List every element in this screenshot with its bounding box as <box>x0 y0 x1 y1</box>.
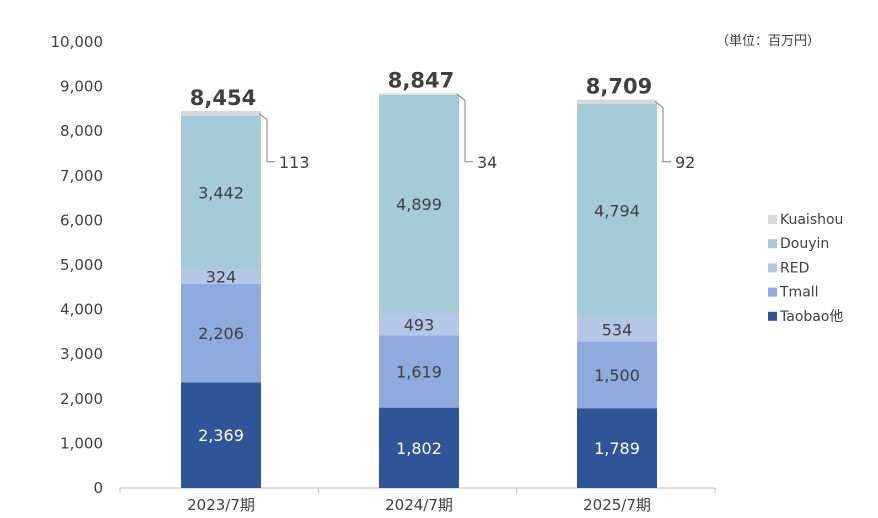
data-label: 1,500 <box>594 366 640 385</box>
bar-segment-taobao <box>577 408 657 488</box>
bar-segment-red <box>181 269 261 284</box>
y-tick-label: 10,000 <box>51 33 104 51</box>
total-label: 8,709 <box>586 75 652 99</box>
legend-swatch <box>768 287 777 297</box>
y-tick-label: 1,000 <box>60 434 103 452</box>
data-label: 2,369 <box>198 426 244 445</box>
x-axis: 2023/7期 2024/7期 2025/7期 <box>119 487 716 514</box>
bar-segment-taobao <box>379 407 459 488</box>
callout-leader-line <box>258 113 275 163</box>
data-label-callout: 34 <box>477 153 497 172</box>
y-tick-label: 6,000 <box>60 211 103 229</box>
data-label: 4,794 <box>594 202 640 221</box>
y-tick-label: 9,000 <box>60 78 103 96</box>
legend: Kuaishou Douyin RED Tmall Taobao他 <box>768 212 843 325</box>
data-label: 1,619 <box>396 363 442 382</box>
y-tick-label: 8,000 <box>60 122 103 140</box>
bar-segment-douyin <box>379 94 459 314</box>
bar-segment-kuaishou <box>379 93 459 95</box>
y-tick-label: 7,000 <box>60 167 103 185</box>
y-tick-label: 0 <box>93 479 103 497</box>
data-label-callout: 92 <box>675 153 695 172</box>
data-label: 4,899 <box>396 195 442 214</box>
total-label: 8,454 <box>190 86 256 110</box>
legend-label: Taobao他 <box>779 309 843 325</box>
legend-swatch <box>768 263 777 273</box>
bar-segment-kuaishou <box>577 99 657 104</box>
data-label: 493 <box>404 315 435 334</box>
x-category-label: 2025/7期 <box>583 496 651 514</box>
x-category-label: 2023/7期 <box>187 496 255 514</box>
data-label: 3,442 <box>198 184 244 203</box>
bar-segment-tmall <box>181 283 261 383</box>
bar-segment-tmall <box>379 335 459 408</box>
data-label: 1,789 <box>594 439 640 458</box>
y-tick-label: 4,000 <box>60 301 103 319</box>
legend-label: Kuaishou <box>780 212 843 228</box>
bar-segment-red <box>379 313 459 336</box>
legend-swatch <box>768 311 777 321</box>
legend-label: RED <box>780 260 809 276</box>
data-label-callout: 113 <box>279 153 310 172</box>
legend-swatch <box>768 239 777 249</box>
y-tick-label: 2,000 <box>60 390 103 408</box>
total-label: 8,847 <box>388 68 454 92</box>
y-tick-label: 3,000 <box>60 345 103 363</box>
bar-segment-taobao <box>181 382 261 488</box>
bars: 2,369 2,206 324 3,442 113 8,454 1,802 1,619 493 4… <box>181 68 695 488</box>
legend-label: Tmall <box>779 285 819 301</box>
data-label: 2,206 <box>198 324 244 343</box>
legend-label: Douyin <box>780 236 829 252</box>
data-label: 534 <box>602 320 633 339</box>
y-tick-label: 5,000 <box>60 256 103 274</box>
bar-segment-douyin <box>577 103 657 318</box>
bar-segment-red <box>577 317 657 342</box>
bar-segment-kuaishou <box>181 110 261 116</box>
data-label: 1,802 <box>396 439 442 458</box>
data-label: 324 <box>206 268 237 287</box>
y-axis: 0 1,000 2,000 3,000 4,000 5,000 6,000 7,000 8,00… <box>51 33 104 497</box>
x-category-label: 2024/7期 <box>385 496 453 514</box>
callout-leader-line <box>456 93 473 163</box>
bar-segment-tmall <box>577 341 657 409</box>
callout-leader-line <box>654 101 671 163</box>
unit-note: （単位：百万円） <box>716 33 820 49</box>
bar-segment-douyin <box>181 115 261 270</box>
legend-swatch <box>768 215 777 224</box>
